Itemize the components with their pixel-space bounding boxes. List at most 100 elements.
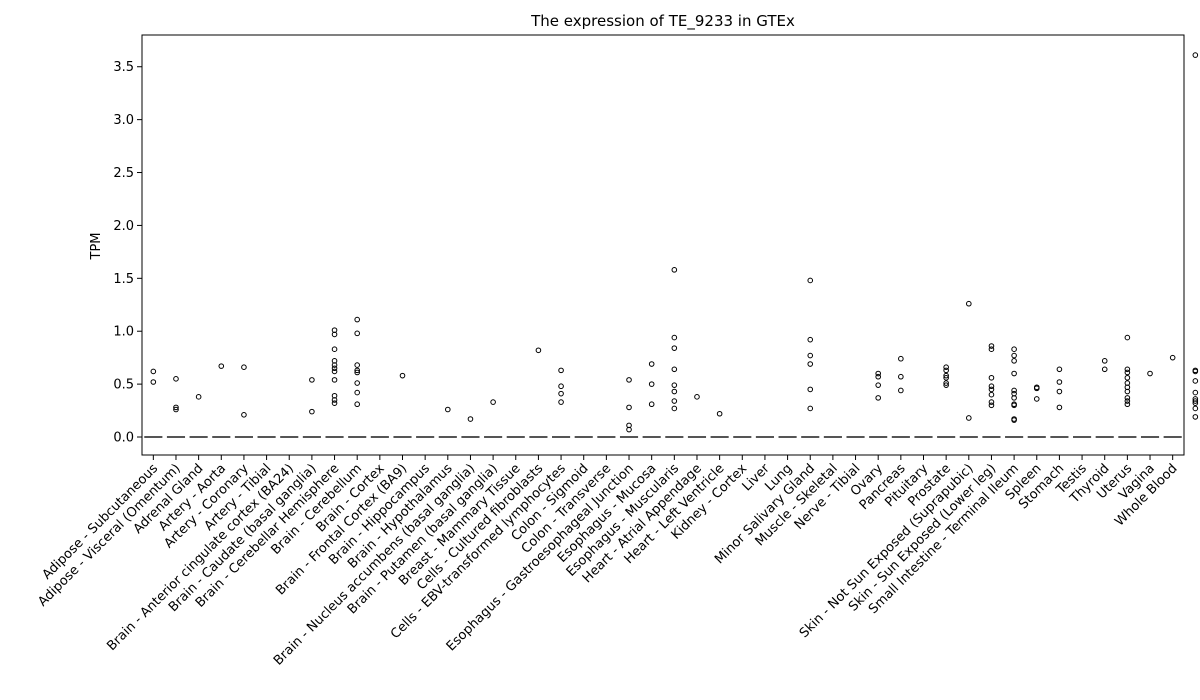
y-tick-label: 3.5 (113, 60, 134, 75)
outlier-point (1101, 366, 1108, 373)
outlier-point (1124, 401, 1131, 408)
outlier-point (671, 267, 678, 273)
outlier-point (1033, 396, 1040, 402)
y-tick-label: 1.5 (113, 272, 134, 287)
outlier-point (331, 400, 338, 406)
outlier-point (648, 401, 655, 408)
outlier-point (988, 386, 995, 393)
outlier-point (1124, 334, 1131, 341)
outlier-point (558, 383, 564, 390)
outlier-point (807, 277, 814, 284)
outlier-point (1056, 379, 1063, 385)
outlier-point (309, 377, 315, 383)
outlier-point (671, 382, 678, 388)
outlier-point (1192, 52, 1199, 58)
outlier-point (1124, 374, 1131, 381)
y-tick-label: 2.5 (113, 166, 134, 181)
outlier-point (1169, 354, 1176, 361)
outlier-point (626, 377, 632, 383)
outlier-point (943, 372, 949, 379)
outlier-point (331, 397, 338, 403)
outlier-point (671, 398, 678, 404)
outlier-point (331, 331, 338, 338)
outlier-point (309, 408, 315, 415)
outlier-point (875, 373, 881, 380)
outlier-point (150, 379, 157, 385)
outlier-point (1056, 404, 1063, 411)
outlier-point (988, 383, 995, 390)
outlier-point (943, 382, 949, 388)
outlier-point (354, 380, 360, 386)
outlier-point (807, 405, 814, 412)
outlier-point (1124, 369, 1131, 376)
outlier-point (490, 399, 496, 405)
outlier-point (241, 411, 247, 418)
outlier-point (1192, 368, 1199, 375)
outlier-point (943, 364, 949, 370)
outlier-point (354, 362, 360, 368)
outlier-point (648, 361, 655, 367)
outlier-point (195, 394, 202, 400)
outlier-point (150, 368, 157, 375)
outlier-point (445, 406, 451, 413)
outlier-point (898, 387, 904, 394)
outlier-point (1033, 385, 1040, 392)
outlier-point (875, 395, 881, 401)
outlier-point (807, 361, 814, 367)
outlier-point (988, 343, 995, 349)
outlier-point (1011, 402, 1017, 409)
outlier-point (1124, 366, 1131, 373)
outlier-point (875, 382, 881, 388)
outlier-point (1011, 346, 1017, 353)
outlier-point (1056, 388, 1063, 395)
outlier-point (807, 386, 814, 393)
outlier-point (1124, 398, 1131, 404)
outlier-point (671, 334, 678, 341)
outlier-point (1192, 405, 1199, 412)
outlier-point (1011, 395, 1017, 401)
outlier-point (716, 410, 723, 417)
outlier-point (626, 404, 632, 411)
outlier-point (807, 352, 814, 359)
outlier-point (1147, 370, 1153, 377)
outlier-point (898, 355, 904, 362)
outlier-point (875, 370, 881, 377)
y-axis-ticks: 0.0 0.5 1.0 1.5 2.0 2.5 3.0 3.5 (113, 60, 142, 446)
outlier-point (626, 426, 632, 433)
outlier-point (1192, 378, 1199, 384)
outlier-point (1011, 387, 1017, 394)
outlier-point (354, 389, 360, 396)
outlier-point (331, 346, 338, 353)
y-tick-label: 0.5 (113, 378, 134, 393)
outlier-point (1124, 395, 1131, 401)
outlier-point (671, 366, 678, 373)
outlier-point (671, 388, 678, 395)
outlier-point (173, 404, 179, 411)
outlier-point (354, 330, 360, 337)
y-tick-label: 2.0 (113, 219, 134, 234)
outlier-point (988, 391, 995, 398)
outlier-point (1192, 400, 1199, 406)
outlier-point (399, 372, 406, 379)
outlier-point (1011, 370, 1017, 377)
outlier-point (648, 381, 655, 387)
outlier-point (173, 406, 179, 413)
outlier-point (331, 368, 338, 375)
outlier-point (558, 367, 564, 374)
outlier-point (898, 373, 904, 380)
y-axis-label: TPM (89, 233, 104, 261)
outlier-point (966, 300, 972, 307)
outlier-point (988, 399, 995, 405)
outlier-point (331, 377, 338, 383)
outlier-point (1192, 398, 1199, 404)
outlier-point (1101, 358, 1108, 364)
outlier-point (1011, 358, 1017, 364)
outlier-point (943, 374, 949, 381)
outlier-point (988, 374, 995, 381)
outlier-point (988, 402, 995, 409)
y-tick-label: 0.0 (113, 431, 134, 446)
outlier-point (1011, 352, 1017, 359)
outlier-point (1192, 414, 1199, 420)
outlier-point (241, 364, 247, 370)
